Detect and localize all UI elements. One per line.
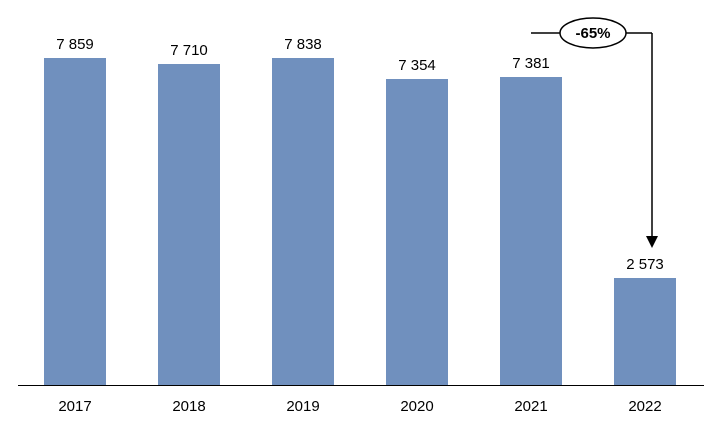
- bar: [500, 77, 562, 385]
- value-label: 7 859: [56, 36, 94, 53]
- bar-column: 7 381: [474, 0, 588, 385]
- bar-column: 7 354: [360, 0, 474, 385]
- bar: [158, 64, 220, 385]
- bar-column: 7 838: [246, 0, 360, 385]
- bar: [272, 58, 334, 385]
- bar: [44, 58, 106, 385]
- x-tick-label: 2022: [628, 398, 662, 415]
- bar: [614, 278, 676, 385]
- value-label: 7 710: [170, 42, 208, 59]
- x-axis-line: [18, 385, 704, 386]
- x-tick-label: 2021: [514, 398, 548, 415]
- x-tick-label: 2019: [286, 398, 320, 415]
- bar: [386, 79, 448, 385]
- x-axis-labels: 2017 2018 2019 2020 2021 2022: [18, 398, 702, 415]
- value-label: 2 573: [626, 256, 664, 273]
- value-label: 7 381: [512, 55, 550, 72]
- x-tick-label: 2020: [400, 398, 434, 415]
- bar-column: 2 573: [588, 0, 702, 385]
- bar-column: 7 859: [18, 0, 132, 385]
- plot-area: 7 859 7 710 7 838 7 354 7 381 2 573: [18, 0, 702, 385]
- value-label: 7 354: [398, 57, 436, 74]
- value-label: 7 838: [284, 36, 322, 53]
- x-tick-label: 2018: [172, 398, 206, 415]
- x-tick-label: 2017: [58, 398, 92, 415]
- bar-column: 7 710: [132, 0, 246, 385]
